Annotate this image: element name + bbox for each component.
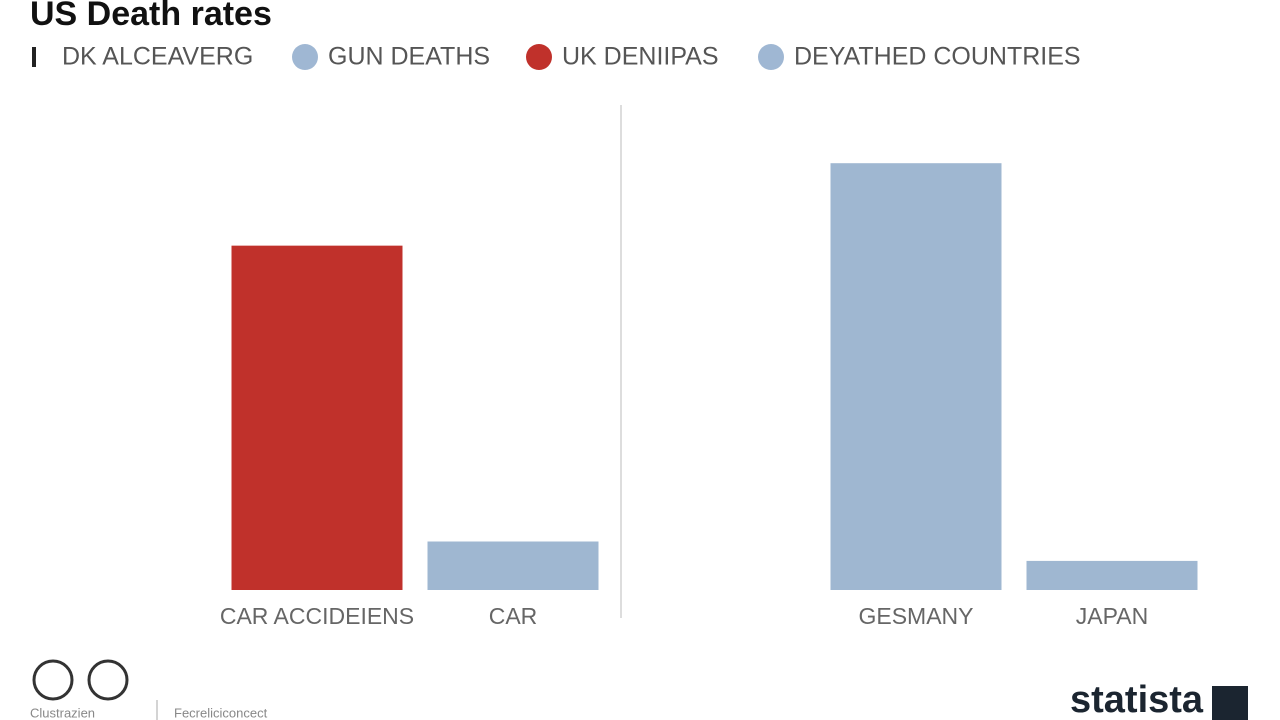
legend-label: DK ALCEAVERG [62, 43, 253, 71]
cc-icon [32, 659, 74, 701]
legend-label: UK DENIIPAS [562, 43, 719, 71]
footer: Clustrazien Fecreliciconcect statista [30, 659, 1248, 720]
brand-icon [1212, 686, 1248, 720]
legend-marker [526, 44, 552, 70]
footer-note: Fecreliciconcect [174, 705, 268, 720]
legend-label: GUN DEATHS [328, 43, 490, 71]
x-tick-label: CAR [489, 603, 538, 629]
bar [231, 245, 403, 590]
bar [427, 541, 599, 590]
x-tick-label: GESMANY [858, 603, 973, 629]
brand-logo: statista [1070, 679, 1204, 720]
legend-marker [292, 44, 318, 70]
footer-source: Clustrazien [30, 705, 95, 720]
x-tick-label: JAPAN [1076, 603, 1148, 629]
bar [830, 163, 1002, 590]
legend-label: DEYATHED COUNTRIES [794, 43, 1081, 71]
x-tick-label: CAR ACCIDEIENS [220, 603, 414, 629]
legend-marker [32, 47, 36, 67]
bar [1026, 560, 1198, 590]
chart-title: US Death rates [30, 0, 272, 33]
legend-marker [758, 44, 784, 70]
by-icon [87, 659, 129, 701]
